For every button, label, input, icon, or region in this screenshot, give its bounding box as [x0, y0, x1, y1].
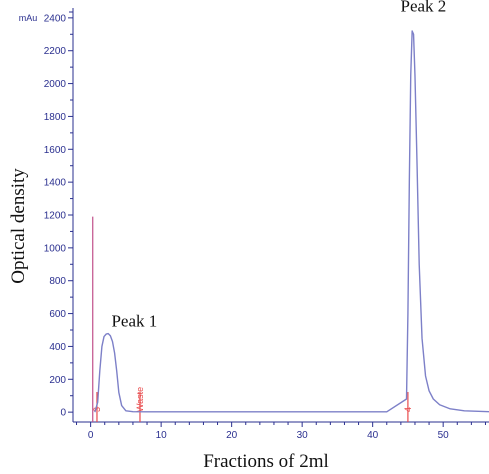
y-tick-label: 1600	[44, 145, 67, 156]
y-tick-label: 2000	[44, 79, 67, 90]
y-tick-label: 800	[49, 276, 66, 287]
y-tick-label: 200	[49, 375, 66, 386]
y-tick-label: 600	[49, 309, 66, 320]
peak-label: Peak 2	[401, 0, 447, 15]
y-unit-label: mAu	[19, 13, 38, 23]
y-tick-label: 1800	[44, 112, 67, 123]
x-tick-label: 10	[156, 430, 168, 441]
x-tick-label: 30	[297, 430, 309, 441]
axes: 0200400600800100012001400160018002000220…	[44, 8, 489, 441]
x-tick-label: 40	[367, 430, 379, 441]
y-tick-label: 400	[49, 342, 66, 353]
x-tick-label: 50	[438, 430, 450, 441]
fraction-marker-label: 3	[92, 407, 102, 412]
fraction-marker-label: 4	[403, 407, 413, 412]
fraction-marker-label: Waste	[135, 387, 145, 412]
peak-label: Peak 1	[111, 312, 157, 331]
y-tick-label: 2200	[44, 46, 67, 57]
y-axis-title: Optical density	[8, 168, 29, 284]
series-line	[94, 30, 489, 413]
annotations: Peak 1 Peak 2	[111, 0, 446, 331]
y-tick-label: 1400	[44, 178, 67, 189]
x-tick-label: 20	[226, 430, 238, 441]
series	[94, 30, 489, 413]
y-tick-label: 0	[60, 408, 66, 419]
y-tick-label: 2400	[44, 13, 67, 24]
y-tick-label: 1000	[44, 243, 67, 254]
y-tick-label: 1200	[44, 211, 67, 222]
x-axis-title: Fractions of 2ml	[203, 451, 329, 472]
x-tick-label: 0	[88, 430, 94, 441]
